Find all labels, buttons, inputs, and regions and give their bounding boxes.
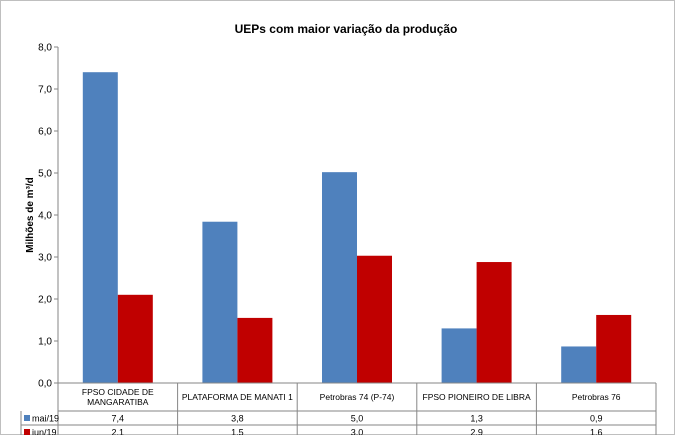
- bar: [322, 172, 357, 383]
- category-label: MANGARATIBA: [87, 397, 149, 407]
- bar: [202, 221, 238, 383]
- y-tick-label: 1,0: [38, 337, 52, 348]
- data-label: 2,1: [112, 428, 125, 435]
- y-tick-label: 7,0: [38, 85, 52, 96]
- y-tick-label: 0,0: [38, 379, 52, 390]
- category-label: Petrobras 76: [572, 392, 621, 402]
- data-label: 3,0: [351, 428, 364, 435]
- data-label: 3,8: [231, 414, 244, 424]
- y-tick-label: 8,0: [38, 43, 52, 54]
- data-label: 0,9: [590, 414, 603, 424]
- bar: [561, 346, 597, 383]
- bar: [117, 294, 153, 383]
- legend-key: [24, 429, 30, 435]
- data-label: 2,9: [470, 428, 483, 435]
- bar: [476, 262, 512, 383]
- y-tick-label: 3,0: [38, 253, 52, 264]
- category-label: FPSO PIONEIRO DE LIBRA: [423, 392, 531, 402]
- y-tick-label: 5,0: [38, 169, 52, 180]
- data-label: 1,6: [590, 428, 603, 435]
- category-label: FPSO CIDADE DE: [82, 387, 154, 397]
- data-label: 1,5: [231, 428, 244, 435]
- bar: [441, 328, 477, 383]
- category-label: PLATAFORMA DE MANATI 1: [182, 392, 293, 402]
- bar: [237, 317, 273, 383]
- legend-label: jun/19: [31, 428, 57, 435]
- legend-key: [24, 415, 30, 421]
- bar: [82, 72, 118, 383]
- category-label: Petrobras 74 (P-74): [320, 392, 395, 402]
- bar: [357, 255, 392, 383]
- data-label: 5,0: [351, 414, 364, 424]
- chart-title: UEPs com maior variação da produção: [235, 22, 458, 36]
- data-label: 1,3: [470, 414, 483, 424]
- y-axis-label: Milhões de m³/d: [25, 177, 36, 253]
- legend-label: mai/19: [32, 414, 59, 424]
- bar: [596, 314, 632, 383]
- y-tick-label: 4,0: [38, 211, 52, 222]
- y-tick-label: 6,0: [38, 127, 52, 138]
- y-tick-label: 2,0: [38, 295, 52, 306]
- data-label: 7,4: [112, 414, 125, 424]
